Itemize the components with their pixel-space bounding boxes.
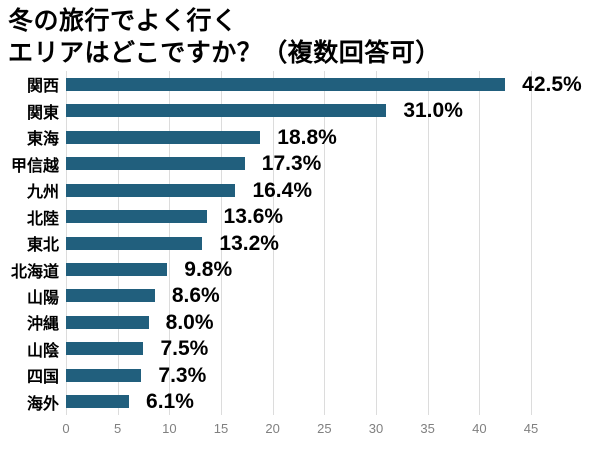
x-tick-label: 40 bbox=[472, 421, 487, 436]
value-label: 17.3% bbox=[261, 152, 322, 176]
x-tick-label: 25 bbox=[317, 421, 332, 436]
title-line-1: 冬の旅行でよく行く bbox=[8, 7, 238, 35]
value-label: 13.2% bbox=[219, 231, 279, 255]
value-label: 6.1% bbox=[146, 390, 194, 414]
gridline bbox=[531, 71, 532, 415]
bar bbox=[66, 315, 149, 329]
bar bbox=[66, 263, 168, 277]
bar bbox=[66, 130, 261, 144]
value-label: 8.0% bbox=[165, 310, 214, 334]
title-line-2: エリアはどこですか？（複数回答可） bbox=[8, 39, 441, 67]
bar-track: 31.0% bbox=[66, 100, 531, 121]
bar-track: 8.0% bbox=[66, 312, 531, 333]
bar bbox=[66, 210, 207, 224]
bar-track: 7.5% bbox=[66, 338, 531, 359]
category-label: 関西 bbox=[26, 78, 59, 96]
x-tick-label: 20 bbox=[265, 421, 280, 436]
gridline bbox=[220, 71, 222, 415]
bar-row: 北陸 13.6% bbox=[0, 203, 600, 229]
value-label: 7.5% bbox=[160, 337, 209, 361]
bar-track: 16.4% bbox=[66, 180, 531, 201]
bar-track: 17.3% bbox=[66, 153, 531, 174]
gridline bbox=[427, 71, 429, 415]
bar-row: 山陽 8.6% bbox=[0, 283, 600, 309]
bar-row: 甲信越 17.3% bbox=[0, 150, 600, 176]
bar-row: 北海道 9.8% bbox=[0, 256, 600, 282]
bar bbox=[66, 183, 236, 197]
value-label: 8.6% bbox=[171, 284, 220, 308]
bar-track: 8.6% bbox=[66, 285, 531, 306]
category-label: 甲信越 bbox=[10, 157, 59, 175]
category-label: 四国 bbox=[26, 369, 59, 387]
bar-row: 九州 16.4% bbox=[0, 177, 600, 203]
bar bbox=[66, 289, 155, 303]
x-tick-label: 0 bbox=[62, 421, 70, 436]
category-label: 山陽 bbox=[26, 289, 59, 307]
value-label: 42.5% bbox=[522, 72, 582, 96]
value-label: 13.6% bbox=[223, 205, 284, 229]
bar bbox=[66, 157, 245, 171]
bar-row: 東北 13.2% bbox=[0, 230, 600, 256]
category-label: 九州 bbox=[26, 184, 59, 202]
value-label: 16.4% bbox=[252, 178, 312, 202]
x-tick-label: 45 bbox=[523, 421, 539, 436]
plot-area: 関西 42.5% 関東 31.0% 東海 18.8% 甲信越 17.3% 九州 … bbox=[0, 71, 600, 415]
category-label: 東北 bbox=[26, 237, 59, 255]
bar bbox=[66, 77, 506, 91]
page-title: 冬の旅行でよく行く エリアはどこですか？（複数回答可） bbox=[0, 0, 600, 69]
category-label: 東海 bbox=[26, 131, 59, 149]
bar-row: 山陰 7.5% bbox=[0, 336, 600, 362]
bar bbox=[66, 236, 203, 250]
bar-track: 9.8% bbox=[66, 259, 531, 280]
bar-row: 東海 18.8% bbox=[0, 124, 600, 150]
category-label: 関東 bbox=[26, 104, 59, 122]
bar bbox=[66, 104, 387, 118]
bar-track: 13.2% bbox=[66, 233, 531, 254]
bar-row: 沖縄 8.0% bbox=[0, 309, 600, 335]
bar-row: 海外 6.1% bbox=[0, 389, 600, 415]
value-label: 7.3% bbox=[158, 363, 207, 387]
gridline bbox=[324, 71, 326, 415]
category-label: 海外 bbox=[26, 395, 59, 413]
gridline bbox=[479, 71, 481, 415]
bar bbox=[66, 342, 144, 356]
value-label: 9.8% bbox=[184, 258, 233, 282]
bar-track: 42.5% bbox=[66, 74, 582, 95]
x-tick-label: 10 bbox=[162, 421, 177, 436]
value-label: 18.8% bbox=[277, 125, 337, 149]
bar bbox=[66, 395, 130, 409]
category-label: 北陸 bbox=[26, 210, 59, 228]
bar-row: 四国 7.3% bbox=[0, 362, 600, 388]
bar-row: 関西 42.5% bbox=[0, 71, 600, 97]
category-label: 沖縄 bbox=[26, 316, 59, 334]
bar bbox=[66, 368, 142, 382]
gridline bbox=[272, 71, 274, 415]
x-tick-label: 30 bbox=[368, 421, 384, 436]
bar-row: 関東 31.0% bbox=[0, 97, 600, 123]
x-tick-label: 35 bbox=[420, 421, 435, 436]
gridline bbox=[375, 71, 377, 415]
x-tick-label: 15 bbox=[213, 421, 229, 436]
bar-track: 7.3% bbox=[66, 365, 531, 386]
x-axis: 0 5 10 15 20 25 30 35 40 45 bbox=[62, 415, 538, 443]
category-label: 北海道 bbox=[10, 263, 59, 281]
x-tick-label: 5 bbox=[114, 421, 122, 436]
value-label: 31.0% bbox=[403, 99, 463, 123]
bar-track: 6.1% bbox=[66, 391, 531, 412]
bar-rows: 関西 42.5% 関東 31.0% 東海 18.8% 甲信越 17.3% 九州 … bbox=[0, 71, 600, 415]
category-label: 山陰 bbox=[26, 342, 59, 360]
bar-track: 13.6% bbox=[66, 206, 531, 227]
bar-track: 18.8% bbox=[66, 127, 531, 148]
